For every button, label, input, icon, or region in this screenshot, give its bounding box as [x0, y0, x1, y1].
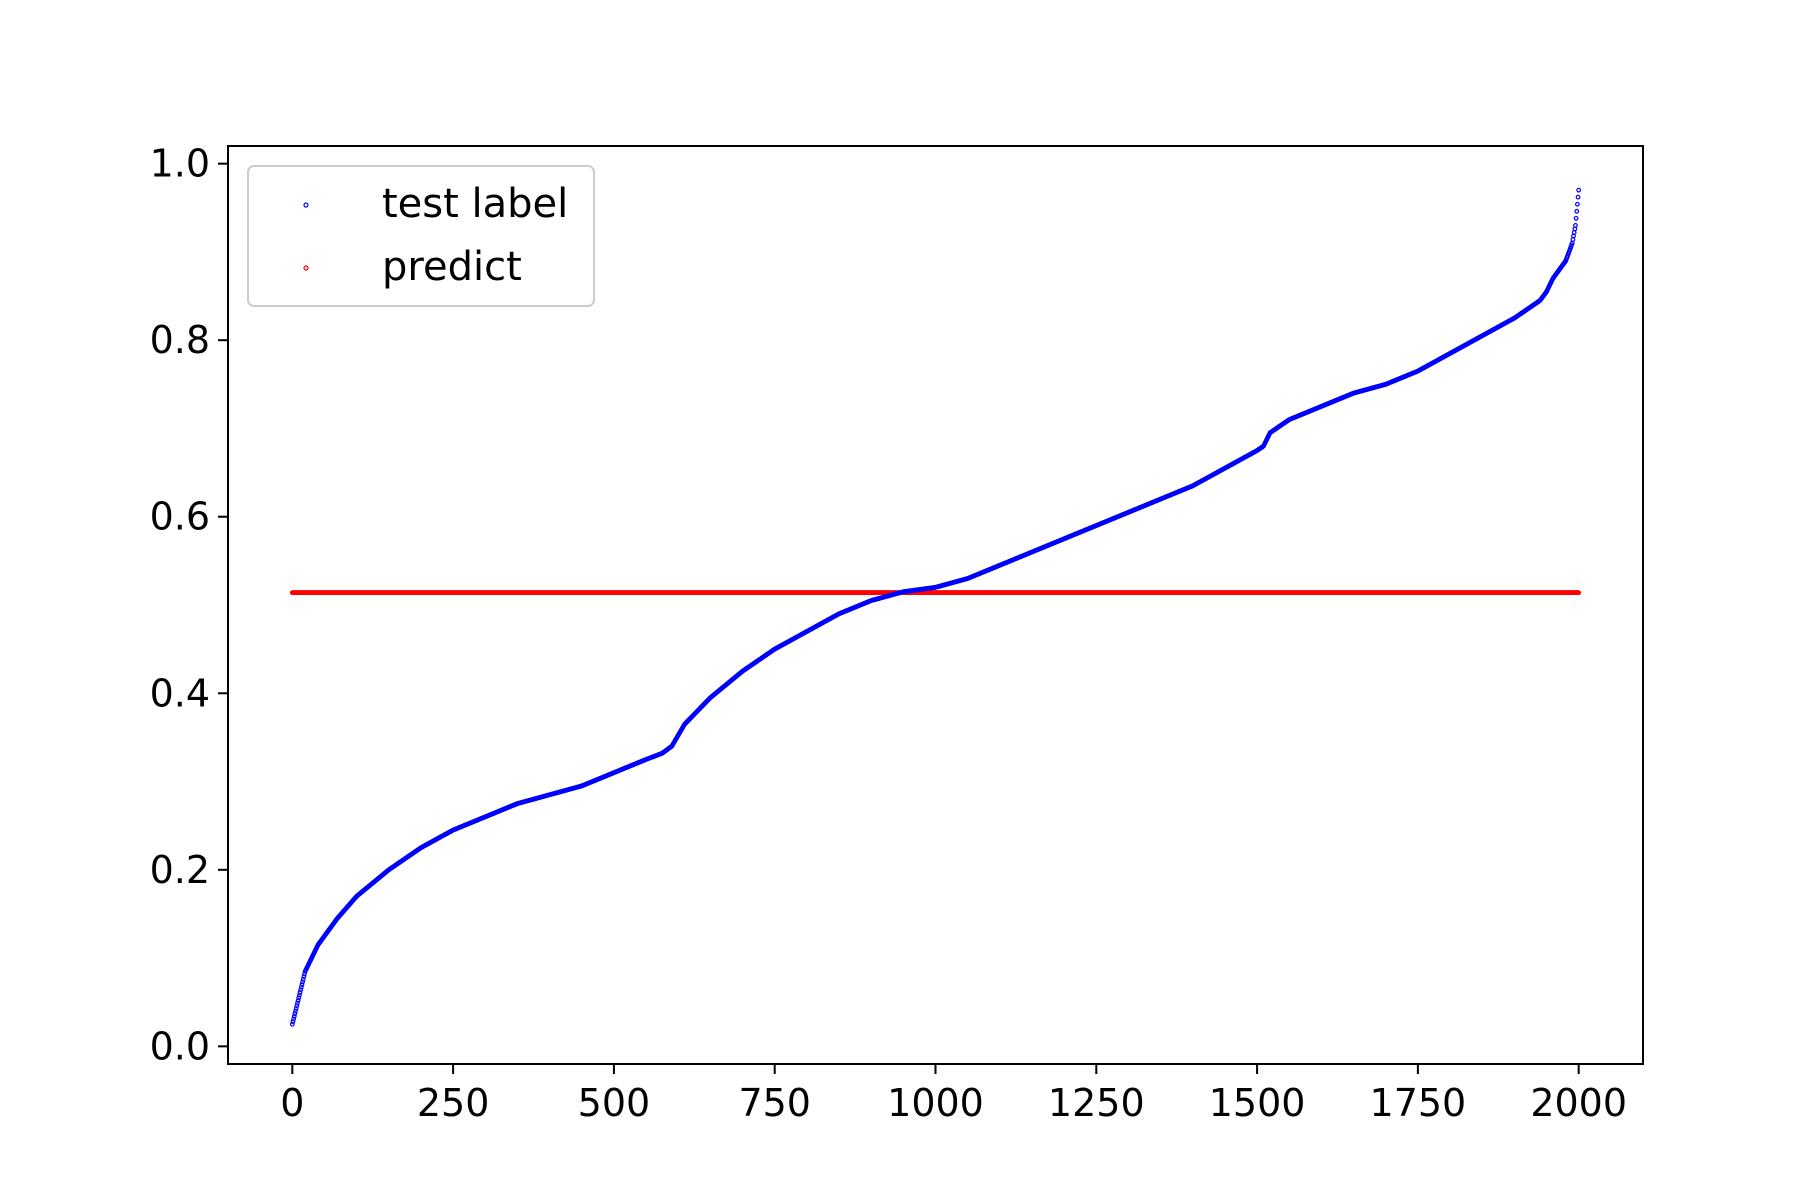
legend-box: [247, 165, 595, 307]
test-label-point: [293, 1005, 299, 1011]
test-label-point: [292, 1011, 298, 1017]
test-label-point: [301, 974, 307, 980]
y-tick-label: 1.0: [150, 142, 210, 186]
test-label-point: [1573, 215, 1579, 221]
test-label-point: [302, 971, 307, 977]
x-tick-label: 750: [738, 1081, 811, 1125]
test-label-point: [295, 1000, 300, 1006]
test-label-point: [1576, 187, 1582, 193]
x-tick-label: 500: [578, 1081, 651, 1125]
test-label-point: [300, 979, 306, 985]
predict-point: [1576, 590, 1582, 596]
x-tick-label: 1750: [1370, 1081, 1467, 1125]
legend-marker-test-label: [303, 202, 309, 208]
test-label-point: [294, 1003, 300, 1009]
test-label-point: [289, 1021, 295, 1027]
test-label-point: [296, 995, 302, 1001]
test-label-point: [298, 987, 304, 993]
test-label-point: [299, 982, 305, 987]
test-label-point: [296, 992, 302, 998]
legend: test label predict: [247, 165, 595, 307]
test-label-point: [298, 984, 304, 990]
test-label-point: [1575, 194, 1581, 200]
x-tick-label: 1500: [1209, 1081, 1306, 1125]
y-tick-label: 0.4: [150, 671, 210, 715]
test-label-series: [289, 187, 1582, 1027]
x-tick-label: 1000: [887, 1081, 984, 1125]
test-label-point: [295, 998, 301, 1003]
x-tick-label: 250: [417, 1081, 490, 1125]
test-label-point: [1574, 208, 1580, 214]
y-tick-label: 0.2: [150, 848, 210, 892]
test-label-point: [290, 1019, 296, 1025]
x-tick-label: 1250: [1048, 1081, 1145, 1125]
test-label-point: [1573, 223, 1578, 228]
test-label-point: [297, 990, 303, 995]
test-label-point: [291, 1016, 297, 1022]
test-label-point: [1574, 201, 1580, 207]
y-tick-label: 0.8: [150, 318, 210, 362]
y-tick-label: 0.6: [150, 495, 210, 539]
y-axis: 0.0 0.2 0.4 0.6 0.8 1.0: [150, 142, 228, 1068]
legend-label-test-label: test label: [382, 181, 568, 227]
test-label-point: [291, 1013, 297, 1019]
legend-marker-predict: [303, 265, 309, 271]
test-label-point: [293, 1008, 298, 1014]
predict-series: [289, 590, 1582, 596]
y-tick-label: 0.0: [150, 1024, 210, 1068]
x-tick-label: 2000: [1530, 1081, 1627, 1125]
x-axis: 0 250 500 750 1000 1250 1500 1750 2000: [280, 1064, 1627, 1125]
legend-label-predict: predict: [382, 244, 522, 290]
test-label-point: [300, 976, 306, 982]
x-tick-label: 0: [280, 1081, 304, 1125]
